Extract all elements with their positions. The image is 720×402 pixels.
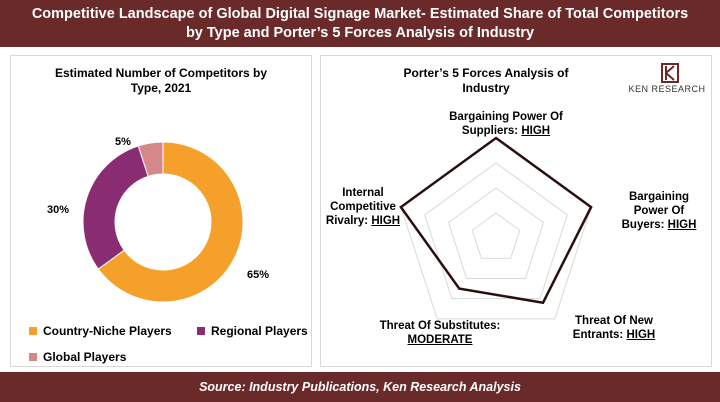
force-rivalry-line1: Internal <box>342 187 384 199</box>
legend-label-country-niche: Country-Niche Players <box>43 324 172 338</box>
force-entrants-line2: Entrants: <box>572 329 624 341</box>
radar-grid-ring-2 <box>447 187 545 279</box>
force-rivalry-line2: Competitive <box>330 201 396 213</box>
legend-swatch-regional <box>197 327 205 335</box>
force-rivalry-level: HIGH <box>371 215 401 227</box>
force-entrants-level: HIGH <box>626 329 656 341</box>
force-suppliers-line1: Bargaining Power Of <box>449 111 563 123</box>
legend-item-country-niche: Country-Niche Players <box>29 324 172 338</box>
legend-swatch-global <box>29 353 37 361</box>
header-title-line2: by Type and Porter’s 5 Forces Analysis o… <box>185 25 535 41</box>
donut-slice-country-niche <box>97 141 244 303</box>
radar-title-line2: Industry <box>462 81 510 95</box>
force-suppliers-line2: Suppliers: <box>461 125 519 137</box>
radar-chart-title: Porter’s 5 Forces Analysis of Industry <box>321 66 651 96</box>
force-buyers-level: HIGH <box>667 219 697 231</box>
donut-slice-global <box>137 141 164 177</box>
donut-chart-title: Estimated Number of Competitors by Type,… <box>11 66 311 96</box>
force-rivalry-line3-wrap: Rivalry: HIGH <box>313 214 413 228</box>
porter-forces-panel: Porter’s 5 Forces Analysis of Industry B… <box>320 55 712 367</box>
page-footer: Source: Industry Publications, Ken Resea… <box>0 372 720 402</box>
radar-grid-ring-3 <box>424 162 568 300</box>
force-buyers-line1: Bargaining <box>628 191 690 203</box>
force-label-substitutes: Threat Of Substitutes: MODERATE <box>365 319 515 347</box>
legend-item-global: Global Players <box>29 350 126 364</box>
force-buyers-line3-wrap: Buyers: HIGH <box>619 218 699 232</box>
donut-title-line2: Type, 2021 <box>130 81 192 95</box>
ken-research-logo-icon <box>661 63 679 83</box>
source-note: Source: Industry Publications, Ken Resea… <box>199 380 521 394</box>
ken-research-logo: KEN RESEARCH <box>622 62 712 98</box>
force-label-new-entrants: Threat Of New Entrants: HIGH <box>559 314 669 342</box>
donut-title-line1: Estimated Number of Competitors by <box>54 66 268 80</box>
legend-label-global: Global Players <box>43 350 127 364</box>
force-suppliers-line2-wrap: Suppliers: HIGH <box>431 124 581 138</box>
radar-chart <box>399 136 593 320</box>
force-entrants-line2-wrap: Entrants: HIGH <box>559 328 669 342</box>
force-entrants-line1: Threat Of New <box>575 315 653 327</box>
force-rivalry-line3: Rivalry: <box>325 215 369 227</box>
force-label-rivalry: Internal Competitive Rivalry: HIGH <box>313 186 413 228</box>
legend-swatch-country-niche <box>29 327 37 335</box>
header-title-line1: Competitive Landscape of Global Digital … <box>31 6 689 22</box>
force-substitutes-level: MODERATE <box>407 334 473 346</box>
slice-label-global: 5% <box>115 136 131 148</box>
force-suppliers-level: HIGH <box>521 125 551 137</box>
legend-label-regional: Regional Players <box>211 324 308 338</box>
radar-title-line1: Porter’s 5 Forces Analysis of <box>403 66 569 80</box>
force-buyers-line2: Power Of <box>633 205 685 217</box>
donut-chart <box>82 141 244 303</box>
force-label-buyers: Bargaining Power Of Buyers: HIGH <box>619 190 699 232</box>
ken-research-logo-text: KEN RESEARCH <box>628 84 706 94</box>
force-label-suppliers: Bargaining Power Of Suppliers: HIGH <box>431 110 581 138</box>
legend-item-regional: Regional Players <box>197 324 308 338</box>
page-header: Competitive Landscape of Global Digital … <box>0 0 720 47</box>
donut-slice-regional <box>82 145 149 270</box>
force-substitutes-line1: Threat Of Substitutes: <box>379 320 501 332</box>
force-buyers-line3: Buyers: <box>621 219 665 231</box>
slice-label-country-niche: 65% <box>247 269 270 281</box>
slice-label-regional: 30% <box>47 204 70 216</box>
radar-grid-ring-1 <box>471 212 521 259</box>
competitors-chart-panel: Estimated Number of Competitors by Type,… <box>10 55 312 367</box>
radar-data-polygon <box>399 136 593 305</box>
